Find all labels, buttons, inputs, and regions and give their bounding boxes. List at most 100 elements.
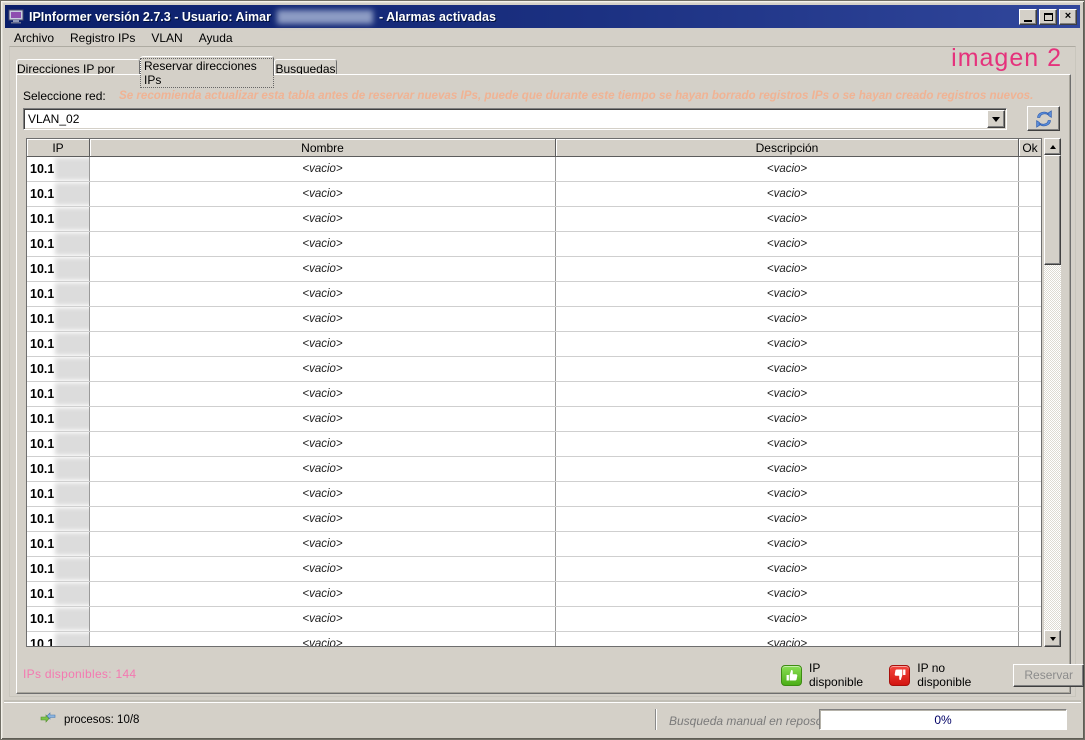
app-monitor-icon	[8, 9, 24, 24]
ip-redaction	[55, 608, 89, 630]
maximize-button[interactable]	[1039, 8, 1057, 25]
tab-direcciones-ip-por-vlan[interactable]: Direcciones IP por VLAN	[16, 59, 140, 90]
cell-ok	[1019, 457, 1041, 481]
table-row[interactable]: 10.1 <vacio> <vacio>	[27, 532, 1041, 557]
ip-redaction	[55, 308, 89, 330]
image-annotation: imagen 2	[951, 44, 1062, 72]
processes-icon	[40, 712, 56, 723]
nombre-value: <vacio>	[302, 288, 343, 300]
cell-ip: 10.1	[27, 532, 90, 556]
availability-legend: IP disponible IP no disponible Reservar	[781, 661, 1084, 689]
cell-descripcion: <vacio>	[556, 457, 1019, 481]
ip-redaction	[55, 583, 89, 605]
table-row[interactable]: 10.1 <vacio> <vacio>	[27, 582, 1041, 607]
cell-nombre: <vacio>	[90, 282, 556, 306]
cell-nombre: <vacio>	[90, 307, 556, 331]
table-row[interactable]: 10.1 <vacio> <vacio>	[27, 232, 1041, 257]
table-row[interactable]: 10.1 <vacio> <vacio>	[27, 457, 1041, 482]
refresh-button[interactable]	[1027, 106, 1060, 131]
descripcion-value: <vacio>	[766, 438, 808, 450]
nombre-value: <vacio>	[302, 313, 343, 325]
tab-busquedas[interactable]: Busquedas	[274, 59, 337, 76]
table-row[interactable]: 10.1 <vacio> <vacio>	[27, 557, 1041, 582]
nombre-value: <vacio>	[302, 238, 343, 250]
cell-nombre: <vacio>	[90, 382, 556, 406]
cell-nombre: <vacio>	[90, 532, 556, 556]
column-header-descripcion[interactable]: Descripción	[556, 139, 1019, 157]
cell-nombre: <vacio>	[90, 632, 556, 646]
menu-vlan[interactable]: VLAN	[151, 31, 183, 45]
table-row[interactable]: 10.1 <vacio> <vacio>	[27, 607, 1041, 632]
menu-ayuda[interactable]: Ayuda	[198, 31, 233, 45]
table-row[interactable]: 10.1 <vacio> <vacio>	[27, 307, 1041, 332]
cell-ip: 10.1	[27, 507, 90, 531]
reservar-button[interactable]: Reservar	[1013, 663, 1084, 687]
cell-nombre: <vacio>	[90, 232, 556, 256]
cell-descripcion: <vacio>	[556, 382, 1019, 406]
table-row[interactable]: 10.1 <vacio> <vacio>	[27, 282, 1041, 307]
menu-registro-ips[interactable]: Registro IPs	[70, 31, 136, 45]
cell-ip: 10.1	[27, 382, 90, 406]
cell-descripcion: <vacio>	[556, 207, 1019, 231]
network-combobox[interactable]: VLAN_02	[23, 108, 1007, 130]
cell-ip: 10.1	[27, 632, 90, 646]
ip-prefix: 10.1	[30, 562, 55, 576]
ip-table: IP Nombre Descripción Ok 10.1 <vacio> <v…	[26, 138, 1042, 647]
cell-nombre: <vacio>	[90, 557, 556, 581]
cell-ip: 10.1	[27, 607, 90, 631]
legend-ip-not-available-label: IP no disponible	[917, 661, 972, 689]
descripcion-value: <vacio>	[766, 613, 808, 625]
menu-archivo[interactable]: Archivo	[14, 31, 55, 45]
cell-descripcion: <vacio>	[556, 282, 1019, 306]
titlebar[interactable]: IPInformer versión 2.7.3 - Usuario: Aima…	[5, 5, 1080, 28]
table-vertical-scrollbar[interactable]	[1044, 138, 1061, 647]
column-header-ok[interactable]: Ok	[1019, 139, 1041, 157]
nombre-value: <vacio>	[302, 613, 343, 625]
nombre-value: <vacio>	[302, 588, 343, 600]
minimize-button[interactable]	[1019, 8, 1037, 25]
table-row[interactable]: 10.1 <vacio> <vacio>	[27, 632, 1041, 646]
ip-prefix: 10.1	[30, 437, 55, 451]
cell-descripcion: <vacio>	[556, 532, 1019, 556]
table-row[interactable]: 10.1 <vacio> <vacio>	[27, 332, 1041, 357]
scroll-up-button[interactable]	[1044, 138, 1061, 155]
processes-status: procesos: 10/8	[64, 714, 140, 726]
table-row[interactable]: 10.1 <vacio> <vacio>	[27, 407, 1041, 432]
cell-ok	[1019, 607, 1041, 631]
ip-redaction	[55, 183, 89, 205]
scroll-down-button[interactable]	[1044, 630, 1061, 647]
ip-prefix: 10.1	[30, 487, 55, 501]
ip-redaction	[55, 158, 89, 180]
maximize-icon	[1043, 12, 1053, 21]
column-header-nombre[interactable]: Nombre	[90, 139, 556, 157]
cell-ok	[1019, 632, 1041, 646]
table-row[interactable]: 10.1 <vacio> <vacio>	[27, 507, 1041, 532]
table-row[interactable]: 10.1 <vacio> <vacio>	[27, 357, 1041, 382]
table-row[interactable]: 10.1 <vacio> <vacio>	[27, 207, 1041, 232]
table-row[interactable]: 10.1 <vacio> <vacio>	[27, 157, 1041, 182]
table-row[interactable]: 10.1 <vacio> <vacio>	[27, 482, 1041, 507]
column-header-ip[interactable]: IP	[27, 139, 90, 157]
ip-redaction	[55, 383, 89, 405]
cell-ip: 10.1	[27, 332, 90, 356]
scrollbar-thumb[interactable]	[1044, 155, 1061, 265]
cell-ip: 10.1	[27, 432, 90, 456]
table-row[interactable]: 10.1 <vacio> <vacio>	[27, 182, 1041, 207]
table-row[interactable]: 10.1 <vacio> <vacio>	[27, 432, 1041, 457]
descripcion-value: <vacio>	[766, 288, 808, 300]
cell-ip: 10.1	[27, 482, 90, 506]
table-row[interactable]: 10.1 <vacio> <vacio>	[27, 257, 1041, 282]
cell-nombre: <vacio>	[90, 332, 556, 356]
title-redaction	[276, 9, 373, 24]
table-row[interactable]: 10.1 <vacio> <vacio>	[27, 382, 1041, 407]
chevron-down-icon	[1049, 636, 1056, 641]
cell-nombre: <vacio>	[90, 457, 556, 481]
ip-prefix: 10.1	[30, 237, 55, 251]
cell-ok	[1019, 307, 1041, 331]
combobox-dropdown-button[interactable]	[987, 110, 1005, 128]
close-button[interactable]: ×	[1059, 8, 1077, 25]
statusbar-divider	[655, 709, 657, 730]
ip-prefix: 10.1	[30, 362, 55, 376]
cell-nombre: <vacio>	[90, 257, 556, 281]
tab-reservar-direcciones-ips[interactable]: Reservar direcciones IPs	[140, 56, 274, 88]
